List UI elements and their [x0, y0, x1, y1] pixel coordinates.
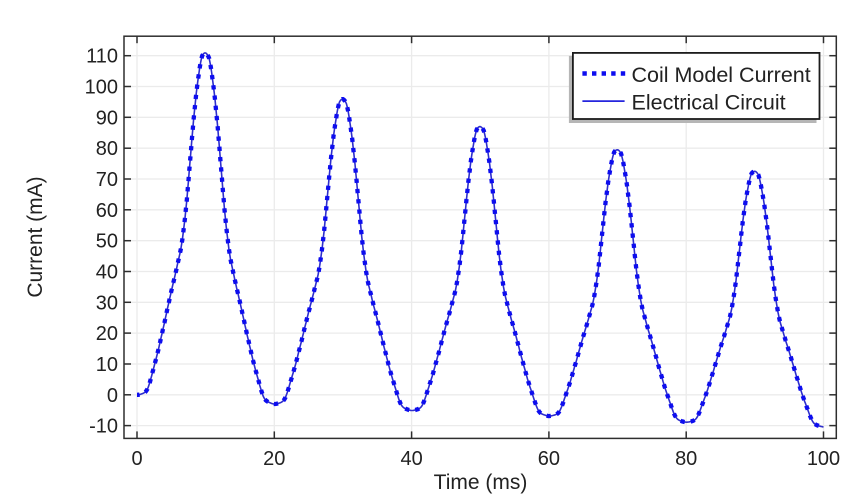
svg-text:90: 90	[96, 107, 118, 129]
svg-text:Electrical Circuit: Electrical Circuit	[632, 90, 786, 114]
svg-text:80: 80	[96, 138, 118, 160]
svg-text:0: 0	[131, 448, 142, 470]
svg-text:100: 100	[85, 77, 118, 99]
svg-text:60: 60	[96, 200, 118, 222]
svg-text:0: 0	[107, 385, 118, 407]
svg-text:20: 20	[96, 323, 118, 345]
svg-text:Coil Model Current: Coil Model Current	[632, 63, 811, 87]
svg-text:30: 30	[96, 292, 118, 314]
svg-text:10: 10	[96, 354, 118, 376]
svg-text:40: 40	[96, 262, 118, 284]
svg-text:60: 60	[538, 448, 560, 470]
svg-text:40: 40	[400, 448, 422, 470]
svg-text:-10: -10	[89, 416, 118, 438]
svg-text:Time (ms): Time (ms)	[434, 471, 528, 494]
svg-text:20: 20	[263, 448, 285, 470]
svg-text:80: 80	[675, 448, 697, 470]
svg-text:110: 110	[86, 46, 118, 68]
svg-text:50: 50	[96, 231, 118, 253]
svg-text:Current (mA): Current (mA)	[24, 176, 47, 297]
svg-text:100: 100	[807, 448, 840, 470]
svg-text:70: 70	[96, 169, 118, 191]
